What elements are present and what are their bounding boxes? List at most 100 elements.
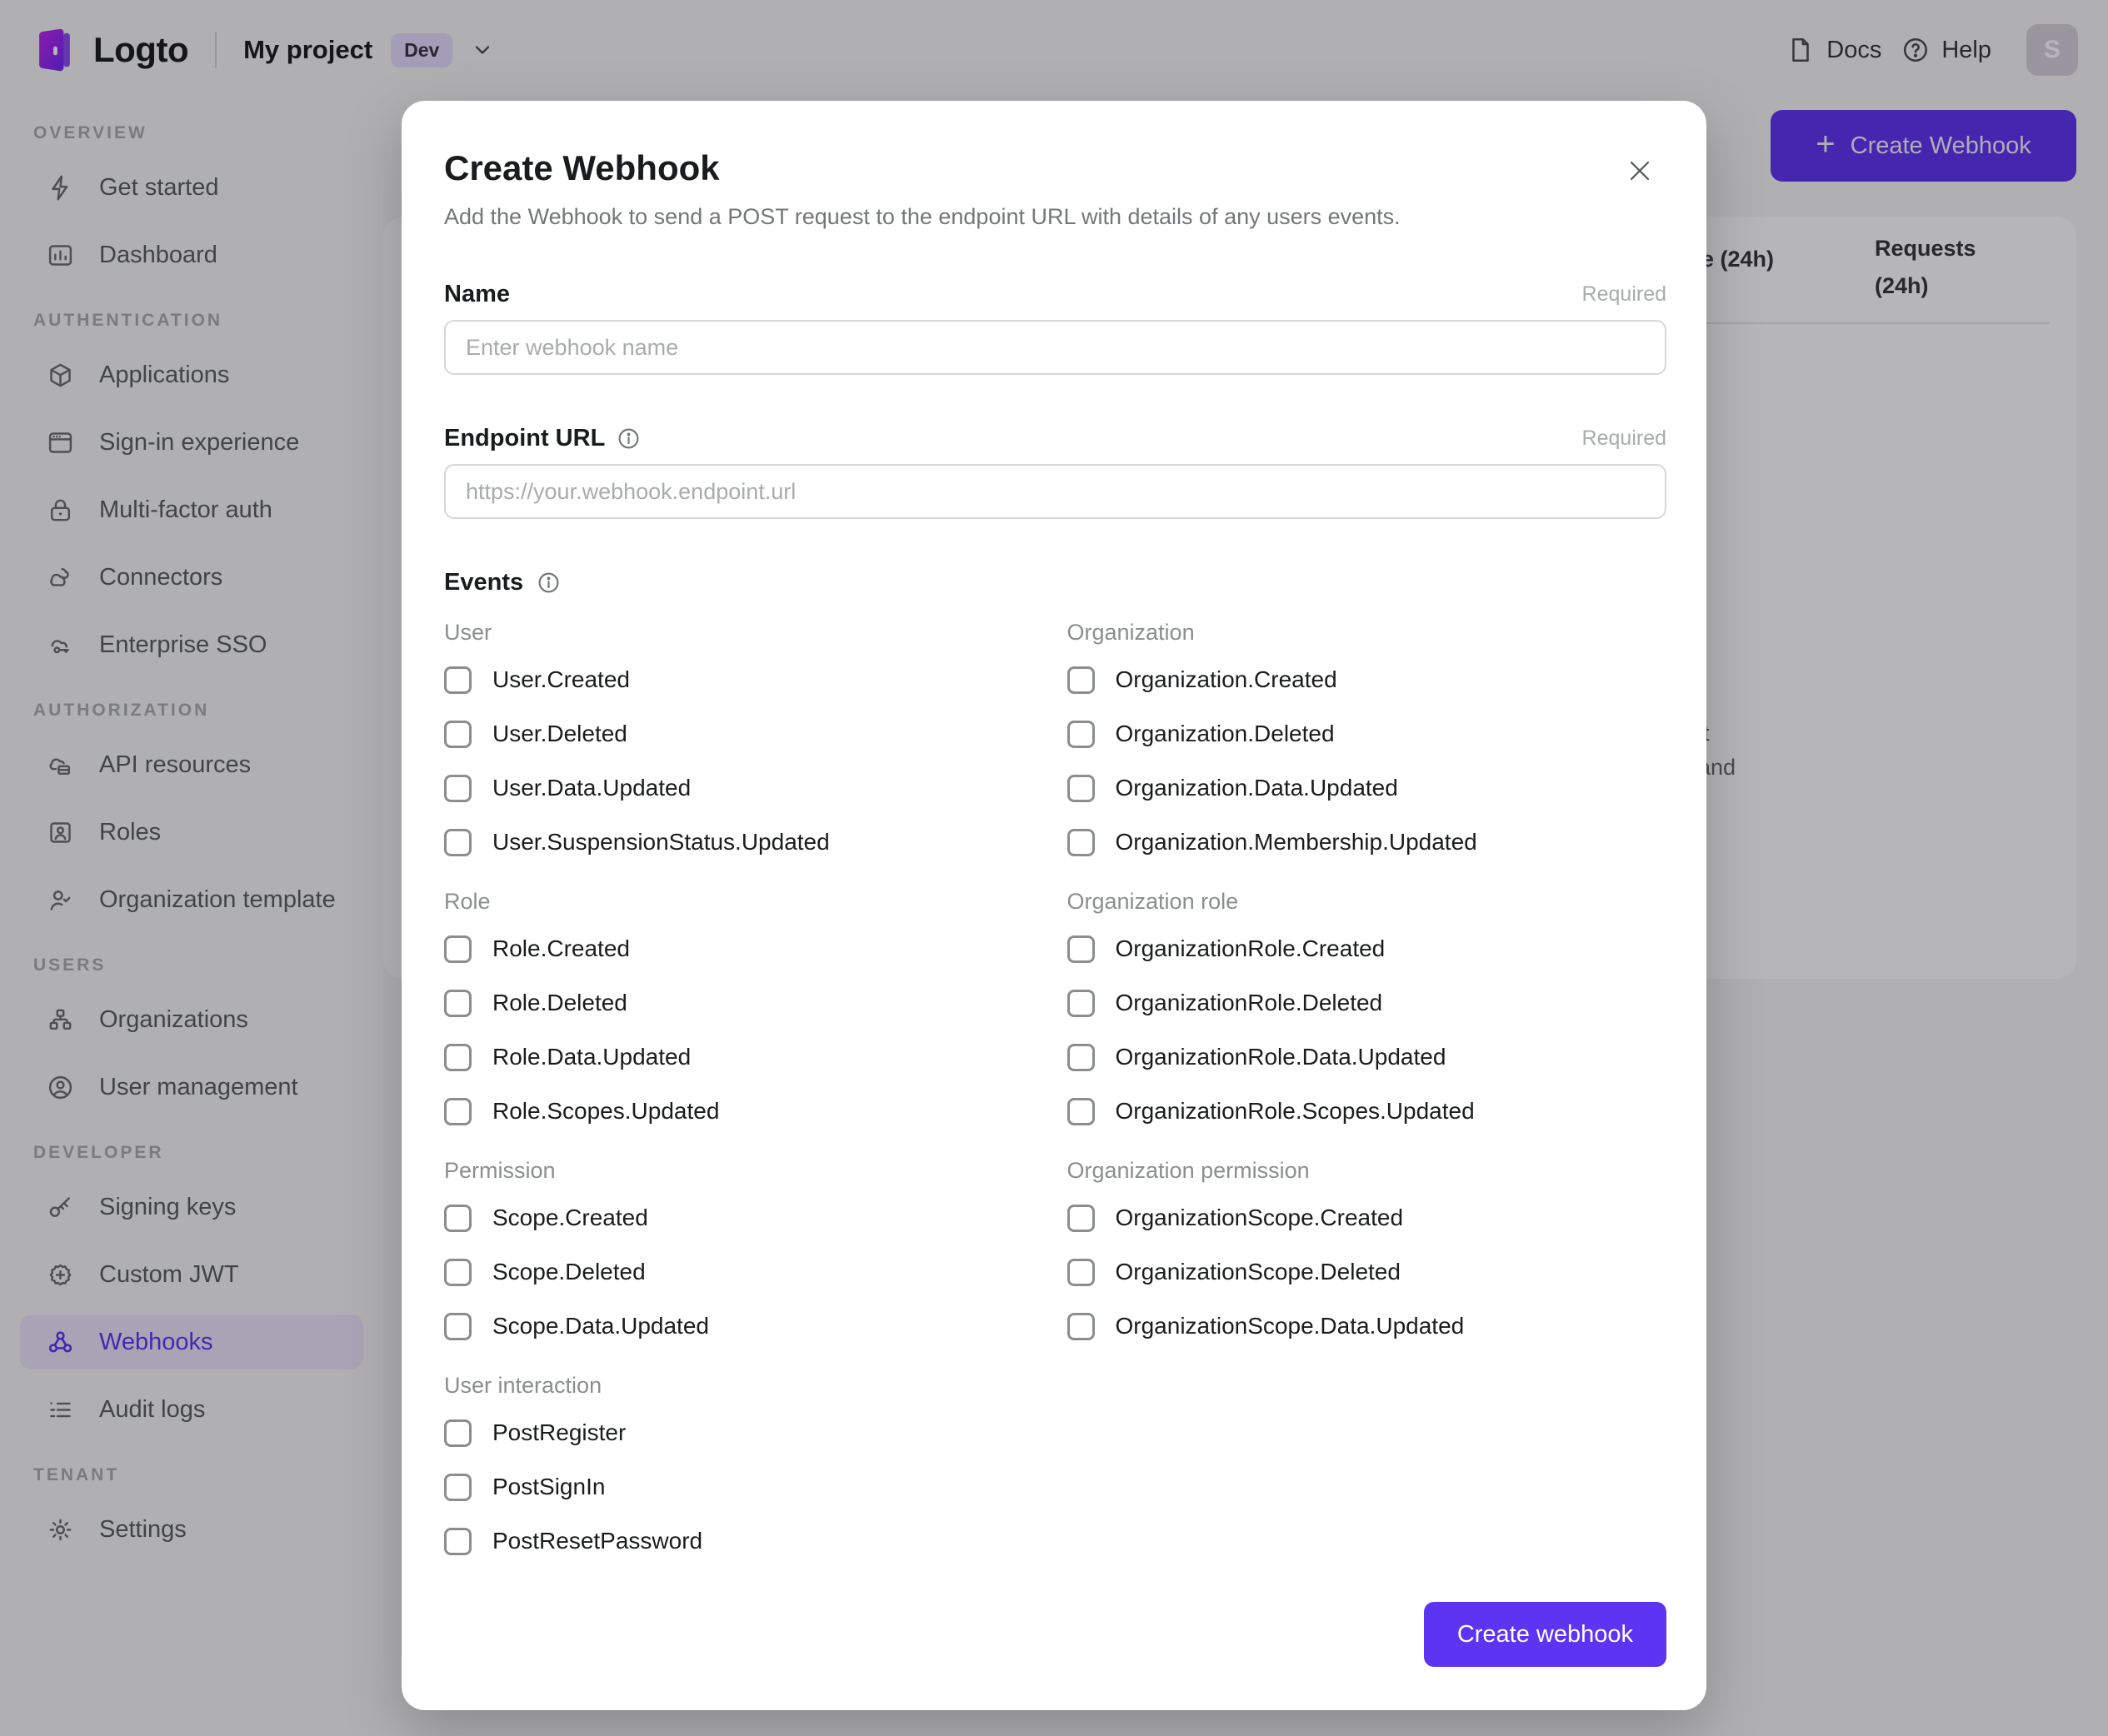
checkbox-icon[interactable] (1066, 1097, 1095, 1125)
event-option[interactable]: User.SuspensionStatus.Updated (444, 826, 1044, 859)
checkbox-icon[interactable] (444, 1258, 472, 1286)
checkbox-icon[interactable] (444, 989, 472, 1017)
modal-title: Create Webhook (444, 148, 720, 187)
info-icon[interactable] (617, 427, 641, 451)
event-option[interactable]: Role.Created (444, 932, 1044, 965)
checkbox-icon[interactable] (1066, 774, 1095, 802)
docs-link[interactable]: Docs (1786, 36, 1881, 64)
bar-chart-icon (48, 244, 72, 266)
checkbox-icon[interactable] (444, 1097, 472, 1125)
sidebar-item-signing-keys[interactable]: Signing keys (20, 1180, 363, 1235)
env-tag-badge: Dev (391, 32, 453, 67)
sidebar-item-applications[interactable]: Applications (20, 347, 363, 402)
sidebar-item-multi-factor-auth[interactable]: Multi-factor auth (20, 482, 363, 537)
checkbox-icon[interactable] (444, 828, 472, 856)
event-option[interactable]: PostRegister (444, 1416, 1044, 1449)
event-option[interactable]: User.Created (444, 663, 1044, 696)
checkbox-icon[interactable] (1066, 1204, 1095, 1232)
event-option[interactable]: Organization.Membership.Updated (1066, 826, 1667, 859)
event-option[interactable]: User.Data.Updated (444, 771, 1044, 805)
project-switcher[interactable]: My project Dev (243, 32, 494, 67)
event-option[interactable]: OrganizationRole.Data.Updated (1066, 1040, 1667, 1074)
sidebar-item-user-management[interactable]: User management (20, 1060, 363, 1115)
lightning-icon (52, 175, 68, 200)
clouds-icon (50, 567, 69, 586)
webhook-name-input[interactable] (444, 320, 1666, 375)
event-option[interactable]: OrganizationRole.Deleted (1066, 986, 1667, 1020)
event-group-role: Role Role.Created Role.Deleted Role.Data… (444, 889, 1044, 1128)
sidebar-section-label: TENANT (33, 1465, 120, 1484)
required-badge: Required (1581, 282, 1666, 306)
checkbox-icon[interactable] (1066, 1312, 1095, 1340)
key-icon (49, 1196, 71, 1217)
help-link[interactable]: Help (1901, 36, 1991, 64)
event-option[interactable]: OrganizationScope.Data.Updated (1066, 1309, 1667, 1343)
event-option[interactable]: Role.Data.Updated (444, 1040, 1044, 1074)
checkbox-icon[interactable] (1066, 1043, 1095, 1071)
close-icon (1630, 161, 1650, 181)
sidebar-item-api-resources[interactable]: API resources (20, 737, 363, 792)
event-option[interactable]: Role.Scopes.Updated (444, 1095, 1044, 1128)
sidebar-item-custom-jwt[interactable]: Custom JWT (20, 1247, 363, 1302)
sidebar-item-organizations[interactable]: Organizations (20, 992, 363, 1047)
create-webhook-button[interactable]: + Create Webhook (1771, 110, 2076, 182)
checkbox-icon[interactable] (1066, 720, 1095, 748)
info-icon[interactable] (537, 571, 561, 595)
checkbox-icon[interactable] (444, 666, 472, 694)
sidebar: OVERVIEW Get started Dashboard AUTHENTIC… (0, 100, 383, 1569)
checkbox-icon[interactable] (1066, 935, 1095, 963)
event-option[interactable]: Organization.Data.Updated (1066, 771, 1667, 805)
checkbox-icon[interactable] (1066, 989, 1095, 1017)
event-option[interactable]: OrganizationRole.Created (1066, 932, 1667, 965)
sidebar-item-audit-logs[interactable]: Audit logs (20, 1382, 363, 1437)
event-option[interactable]: Scope.Deleted (444, 1255, 1044, 1289)
checkbox-icon[interactable] (444, 1527, 472, 1555)
checkbox-icon[interactable] (444, 774, 472, 802)
sidebar-item-roles[interactable]: Roles (20, 805, 363, 860)
id-card-icon (50, 821, 71, 843)
checkbox-icon[interactable] (1066, 828, 1095, 856)
webhook-icon (48, 1330, 72, 1353)
sidebar-item-get-started[interactable]: Get started (20, 160, 363, 215)
user-avatar[interactable]: S (2026, 24, 2078, 76)
event-option[interactable]: Scope.Created (444, 1201, 1044, 1235)
sidebar-item-enterprise-sso[interactable]: Enterprise SSO (20, 617, 363, 672)
endpoint-url-input[interactable] (444, 464, 1666, 519)
event-option[interactable]: Organization.Deleted (1066, 717, 1667, 751)
checkbox-icon[interactable] (444, 1043, 472, 1071)
checkbox-icon[interactable] (444, 1419, 472, 1447)
sidebar-section-label: AUTHENTICATION (33, 311, 223, 330)
sidebar-section-label: AUTHORIZATION (33, 701, 210, 720)
event-option[interactable]: OrganizationScope.Deleted (1066, 1255, 1667, 1289)
event-option[interactable]: OrganizationRole.Scopes.Updated (1066, 1095, 1667, 1128)
event-option[interactable]: PostResetPassword (444, 1524, 1044, 1558)
sidebar-item-webhooks[interactable]: Webhooks (20, 1314, 363, 1369)
event-group-organization: Organization Organization.Created Organi… (1066, 620, 1667, 859)
checkbox-icon[interactable] (1066, 666, 1095, 694)
event-option[interactable]: Scope.Data.Updated (444, 1309, 1044, 1343)
sidebar-item-settings[interactable]: Settings (20, 1502, 363, 1557)
event-option[interactable]: Organization.Created (1066, 663, 1667, 696)
checkbox-icon[interactable] (444, 1204, 472, 1232)
table-column-success-rate: e (24h) (1701, 247, 1775, 272)
event-option[interactable]: User.Deleted (444, 717, 1044, 751)
event-option[interactable]: PostSignIn (444, 1470, 1044, 1504)
checkbox-icon[interactable] (444, 1473, 472, 1501)
create-webhook-submit-button[interactable]: Create webhook (1423, 1602, 1666, 1667)
sidebar-item-dashboard[interactable]: Dashboard (20, 227, 363, 282)
project-name: My project (243, 35, 373, 64)
checkbox-icon[interactable] (444, 720, 472, 748)
sidebar-item-connectors[interactable]: Connectors (20, 550, 363, 605)
sidebar-item-organization-template[interactable]: Organization template (20, 872, 363, 927)
checkbox-icon[interactable] (1066, 1258, 1095, 1286)
checkbox-icon[interactable] (444, 1312, 472, 1340)
event-group-organization-role: Organization role OrganizationRole.Creat… (1066, 889, 1667, 1128)
event-option[interactable]: OrganizationScope.Created (1066, 1201, 1667, 1235)
close-button[interactable] (1621, 152, 1658, 189)
events-grid: User User.Created User.Deleted User.Data… (444, 620, 1666, 1558)
event-option[interactable]: Role.Deleted (444, 986, 1044, 1020)
checkbox-icon[interactable] (444, 935, 472, 963)
required-badge: Required (1581, 427, 1666, 450)
sidebar-item-sign-in-experience[interactable]: Sign-in experience (20, 415, 363, 470)
